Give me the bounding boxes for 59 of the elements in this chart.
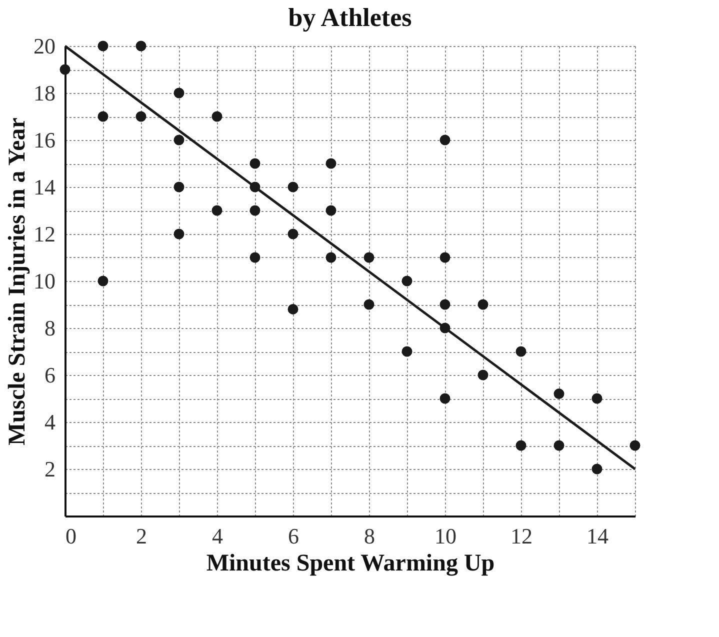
y-tick-label: 20 xyxy=(34,34,56,58)
y-tick-label: 12 xyxy=(34,222,56,246)
x-tick-label: 14 xyxy=(586,524,608,548)
point xyxy=(516,346,526,357)
point xyxy=(326,252,336,263)
point xyxy=(592,393,602,404)
x-axis-title: Minutes Spent Warming Up xyxy=(206,550,495,576)
x-tick-label: 0 xyxy=(66,524,76,548)
point xyxy=(516,440,526,451)
x-tick-label: 4 xyxy=(212,524,223,548)
point xyxy=(402,346,412,357)
point xyxy=(174,182,184,192)
chart-title: by Athletes xyxy=(288,3,412,32)
y-tick-label: 16 xyxy=(34,128,56,152)
point xyxy=(440,299,450,310)
x-tick-label: 6 xyxy=(288,524,299,548)
y-tick-label: 4 xyxy=(44,410,56,434)
point xyxy=(212,205,222,216)
point xyxy=(288,228,298,240)
x-tick-label: 12 xyxy=(510,524,532,548)
point xyxy=(174,88,184,98)
point xyxy=(288,182,298,192)
point xyxy=(250,205,260,216)
point xyxy=(288,304,298,314)
y-tick-label: 8 xyxy=(44,316,56,340)
point xyxy=(364,299,374,310)
point xyxy=(98,111,108,122)
point xyxy=(478,299,488,310)
point xyxy=(136,40,146,52)
point xyxy=(592,464,602,474)
point xyxy=(174,134,184,146)
point xyxy=(440,252,450,263)
x-tick-label: 2 xyxy=(136,524,147,548)
point xyxy=(440,393,450,404)
point xyxy=(402,276,412,286)
point xyxy=(212,111,222,122)
point xyxy=(250,158,260,169)
x-tick-label: 10 xyxy=(434,524,456,548)
point xyxy=(60,64,70,75)
point xyxy=(364,252,374,263)
point xyxy=(98,40,108,52)
point xyxy=(554,440,564,451)
x-tick-label: 8 xyxy=(364,524,375,548)
y-axis-title: Muscle Strain Injuries in a Year xyxy=(4,117,30,446)
y-tick-label: 10 xyxy=(34,268,56,294)
point xyxy=(98,276,108,286)
y-tick-label: 2 xyxy=(44,456,56,482)
point xyxy=(174,228,184,240)
point xyxy=(440,134,450,146)
point xyxy=(250,252,260,263)
point xyxy=(136,111,146,122)
point xyxy=(478,370,488,380)
y-tick-label: 18 xyxy=(34,80,56,106)
point xyxy=(554,388,564,400)
point xyxy=(326,205,336,216)
y-tick-label: 6 xyxy=(44,362,56,388)
point xyxy=(326,158,336,169)
y-tick-label: 14 xyxy=(34,174,56,200)
point xyxy=(630,440,640,451)
